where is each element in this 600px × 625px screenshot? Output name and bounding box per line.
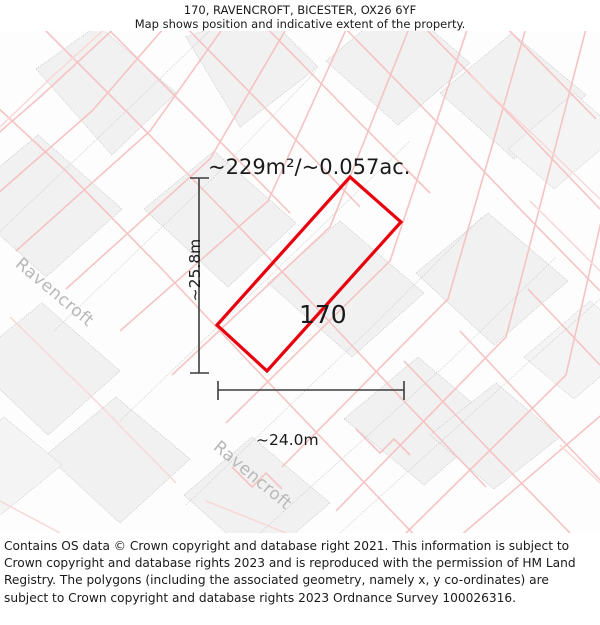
map-header: 170, RAVENCROFT, BICESTER, OX26 6YF Map … [0,0,600,31]
area-label: ~229m²/~0.057ac. [208,155,411,179]
horizontal-dimension-label: ~24.0m [256,431,319,449]
map-vector-layer: .pk { fill:none; stroke:#f6c3c3; stroke-… [0,31,600,533]
vertical-dimension-label: ~25.8m [186,238,204,302]
map-guide-lines [0,31,600,533]
plot-number-label: 170 [299,300,347,329]
property-plot-outline[interactable] [214,174,404,374]
parcel-boundaries [0,31,600,533]
map-footer: Contains OS data © Crown copyright and d… [0,533,600,625]
dimension-lines [190,177,405,400]
page-subtitle: Map shows position and indicative extent… [134,17,466,31]
copyright-notice: Contains OS data © Crown copyright and d… [4,539,576,605]
map-canvas[interactable]: .pk { fill:none; stroke:#f6c3c3; stroke-… [0,31,600,533]
page-title: 170, RAVENCROFT, BICESTER, OX26 6YF [183,3,417,17]
